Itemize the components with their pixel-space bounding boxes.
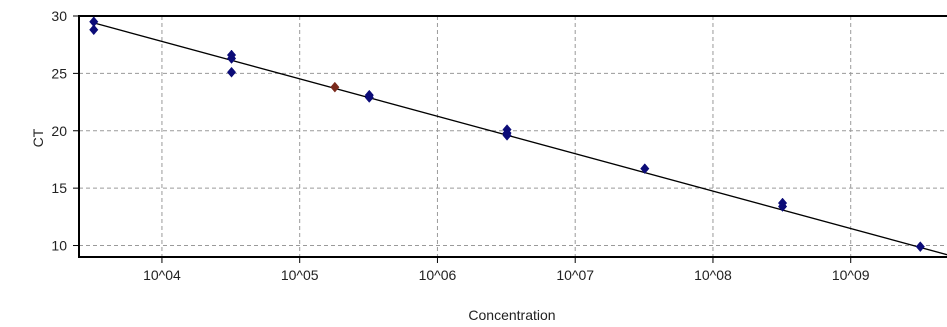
standard-point [364, 92, 374, 103]
x-tick-label: 10^05 [281, 267, 319, 283]
x-tick-label: 10^08 [694, 267, 732, 283]
y-tick-label: 25 [51, 65, 67, 81]
x-ticks: 10^04 10^05 10^06 10^07 10^08 10^09 [143, 257, 870, 283]
unknown-point [330, 81, 340, 93]
x-tick-label: 10^06 [419, 267, 457, 283]
x-tick-label: 10^04 [143, 267, 181, 283]
x-tick-label: 10^07 [556, 267, 594, 283]
y-tick-label: 30 [51, 8, 67, 24]
x-tick-label: 10^09 [832, 267, 870, 283]
standard-point [226, 53, 237, 64]
standard-point [640, 163, 650, 175]
y-tick-label: 15 [51, 180, 67, 196]
fit-line-group [93, 22, 947, 256]
y-axis-title: CT [30, 128, 46, 147]
standard-point [89, 24, 99, 36]
grid [79, 16, 947, 257]
standard-point [915, 241, 925, 253]
y-ticks: 10 15 20 25 30 [51, 8, 79, 254]
standard-point [777, 201, 788, 212]
x-axis-title: Concentration [468, 307, 555, 323]
regression-line [93, 22, 947, 256]
data-points [89, 16, 925, 253]
standard-point [226, 66, 237, 78]
y-tick-label: 10 [51, 238, 67, 254]
standard-point [502, 129, 512, 141]
y-tick-label: 20 [51, 123, 67, 139]
